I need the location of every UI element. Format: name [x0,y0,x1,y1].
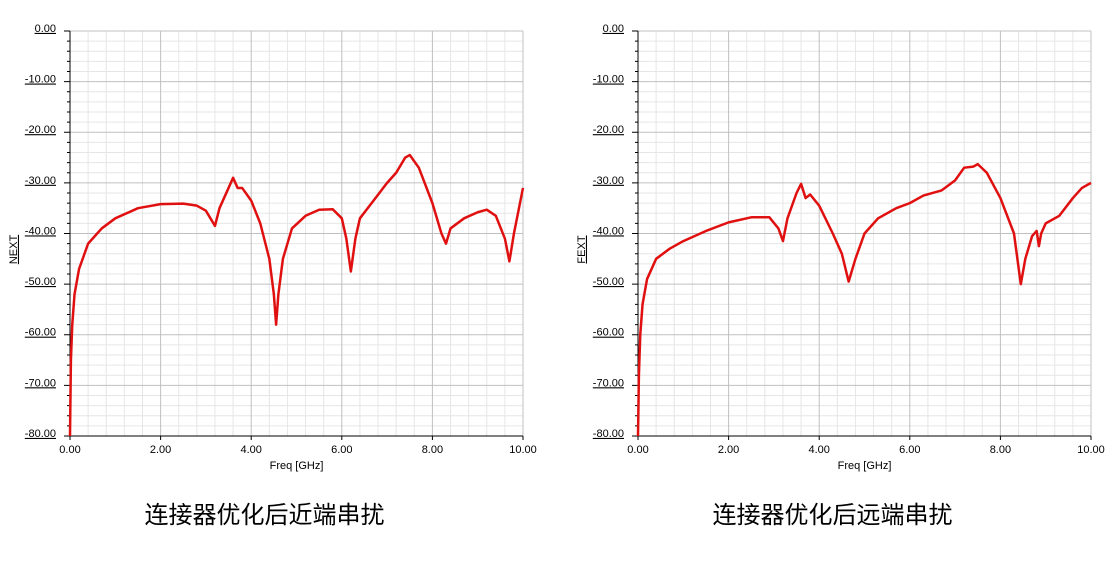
y-tick-label: -10.00 [593,74,624,86]
x-axis-label: Freq [GHz] [838,460,892,472]
line-series [68,153,525,437]
caption: 连接器优化后远端串扰 [713,501,953,529]
caption: 连接器优化后近端串扰 [145,501,385,529]
x-axis-label: Freq [GHz] [270,460,324,472]
x-tick-label: 4.00 [240,444,261,456]
y-tick-label: -60.00 [25,327,56,339]
y-tick-label: -60.00 [593,327,624,339]
y-tick-label: -50.00 [593,276,624,288]
y-tick-label: -80.00 [25,428,56,440]
x-tick-label: 10.00 [509,444,537,456]
y-tick-label: -20.00 [25,124,56,136]
x-tick-label: 4.00 [808,444,829,456]
y-tick-label: -20.00 [593,124,624,136]
y-tick-label: 0.00 [35,23,56,35]
y-tick-label: -80.00 [593,428,624,440]
y-tick-label: -70.00 [25,377,56,389]
y-axis-label: FEXT [576,235,588,263]
x-tick-label: 2.00 [150,444,171,456]
y-tick-label: -40.00 [593,225,624,237]
y-tick-label: -30.00 [25,175,56,187]
x-tick-label: 8.00 [990,444,1011,456]
x-tick-label: 8.00 [422,444,443,456]
y-tick-label: -10.00 [25,74,56,86]
x-tick-label: 10.00 [1077,444,1105,456]
x-tick-label: 6.00 [331,444,352,456]
y-tick-label: -50.00 [25,276,56,288]
y-tick-label: -70.00 [593,377,624,389]
x-tick-label: 0.00 [59,444,80,456]
y-axis-label: NEXT [8,235,20,265]
y-tick-label: 0.00 [603,23,624,35]
y-tick-label: -40.00 [25,225,56,237]
x-tick-label: 6.00 [899,444,920,456]
y-tick-label: -30.00 [593,175,624,187]
x-tick-label: 2.00 [718,444,739,456]
x-tick-label: 0.00 [627,444,648,456]
line-series [636,162,1092,437]
